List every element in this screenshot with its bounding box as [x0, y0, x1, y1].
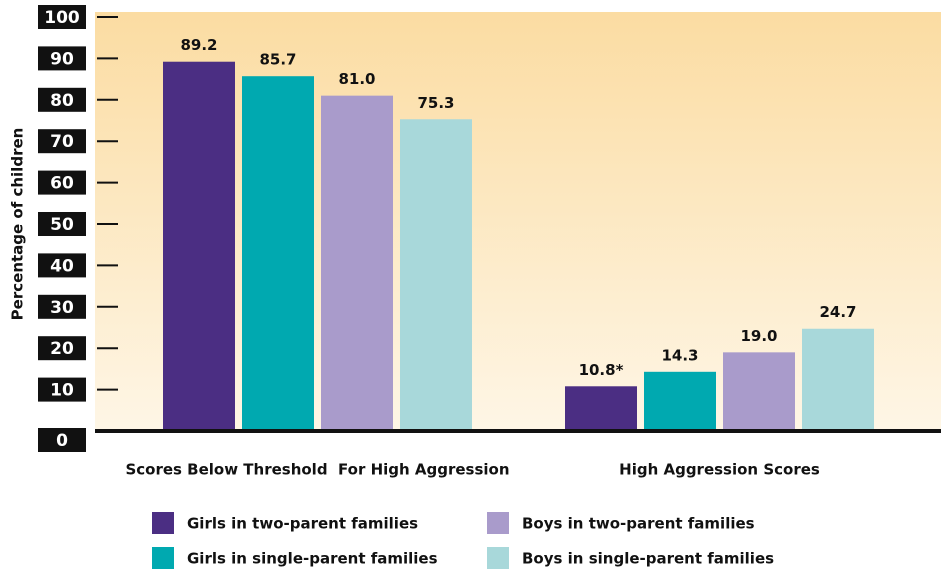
bar: [400, 119, 472, 432]
legend-swatch: [152, 512, 174, 534]
legend-label: Girls in two-parent families: [187, 515, 418, 533]
legend-swatch: [152, 547, 174, 569]
legend-label: Boys in single-parent families: [522, 550, 774, 568]
y-tick-box: [38, 428, 86, 452]
value-label: 14.3: [661, 346, 698, 364]
value-label: 89.2: [180, 36, 217, 54]
y-tick-box: [38, 294, 86, 319]
plot-background: [95, 12, 941, 431]
y-tick-label: 80: [50, 91, 74, 111]
y-tick-box: [38, 170, 86, 195]
y-tick-label: 100: [44, 8, 80, 28]
y-tick-label: 60: [50, 174, 74, 194]
x-tick-label: High Aggression Scores: [619, 461, 820, 479]
value-label: 85.7: [259, 51, 296, 69]
bar: [163, 61, 235, 431]
value-label: 10.8*: [579, 361, 624, 379]
legend-swatch: [487, 547, 509, 569]
y-axis-label: Percentage of children: [9, 128, 27, 321]
y-tick-label: 0: [56, 431, 68, 451]
y-tick-label: 90: [50, 49, 74, 69]
value-label: 19.0: [740, 327, 777, 345]
y-tick-box: [38, 87, 86, 112]
legend-swatch: [487, 512, 509, 534]
bar: [723, 352, 795, 431]
y-tick-label: 70: [50, 132, 74, 152]
legend-label: Boys in two-parent families: [522, 515, 755, 533]
y-tick-label: 50: [50, 215, 74, 235]
bar: [321, 95, 393, 431]
value-label: 24.7: [819, 303, 856, 321]
y-tick-box: [38, 5, 86, 29]
y-tick-box: [38, 377, 86, 402]
y-tick-box: [38, 129, 86, 154]
y-tick-label: 10: [50, 381, 74, 401]
y-tick-label: 40: [50, 256, 74, 276]
y-tick-label: 30: [50, 298, 74, 318]
y-tick-box: [38, 253, 86, 278]
y-tick-box: [38, 212, 86, 236]
bar: [802, 328, 874, 431]
y-tick-box: [38, 336, 86, 361]
bar: [242, 76, 314, 432]
bar: [565, 386, 637, 431]
bar: [644, 371, 716, 431]
y-tick-label: 20: [50, 339, 74, 359]
x-tick-label: Scores Below Threshold For High Aggressi…: [125, 461, 509, 479]
y-tick-box: [38, 46, 86, 71]
legend-label: Girls in single-parent families: [187, 550, 438, 568]
value-label: 75.3: [417, 94, 454, 112]
value-label: 81.0: [338, 70, 375, 88]
